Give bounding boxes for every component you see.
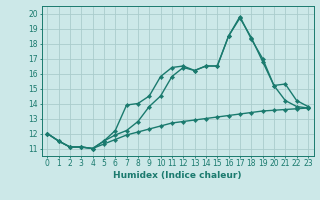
X-axis label: Humidex (Indice chaleur): Humidex (Indice chaleur)	[113, 171, 242, 180]
